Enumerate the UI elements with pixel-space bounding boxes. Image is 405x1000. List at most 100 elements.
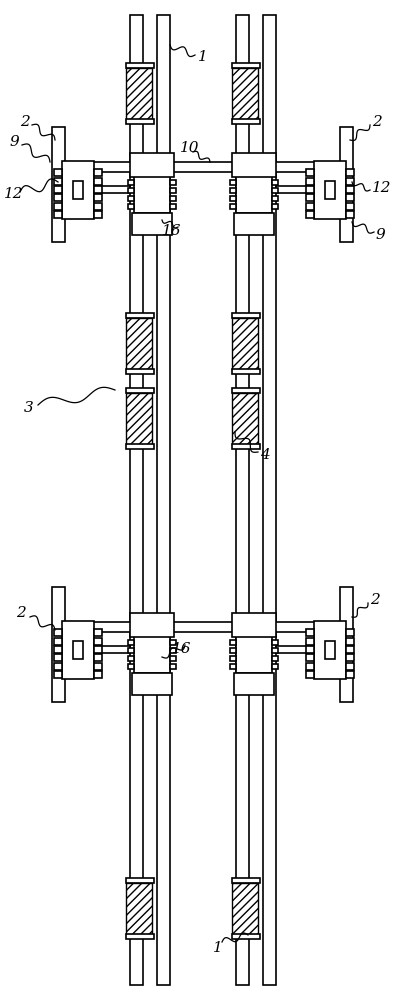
Bar bbox=[170, 188, 175, 193]
Bar bbox=[128, 196, 134, 201]
Bar bbox=[230, 204, 235, 209]
Text: 12: 12 bbox=[4, 187, 23, 201]
Bar bbox=[233, 213, 273, 235]
Text: 9: 9 bbox=[10, 135, 20, 149]
Bar bbox=[339, 186, 345, 193]
Bar bbox=[231, 63, 259, 68]
Bar bbox=[126, 63, 153, 68]
Bar bbox=[126, 393, 151, 445]
Bar bbox=[130, 153, 174, 177]
Bar bbox=[345, 663, 353, 670]
Bar bbox=[170, 640, 175, 645]
Bar bbox=[305, 638, 313, 645]
Bar bbox=[170, 180, 175, 185]
Text: 4: 4 bbox=[259, 448, 269, 462]
Text: 1: 1 bbox=[198, 50, 207, 64]
Bar bbox=[88, 162, 319, 172]
Bar bbox=[128, 640, 134, 645]
Bar bbox=[345, 629, 353, 636]
Bar bbox=[126, 878, 153, 883]
Bar bbox=[88, 622, 319, 632]
Bar bbox=[339, 127, 352, 242]
Bar bbox=[126, 369, 153, 374]
Bar bbox=[157, 15, 170, 985]
Bar bbox=[313, 621, 345, 679]
Bar bbox=[170, 204, 175, 209]
Bar bbox=[52, 587, 65, 702]
Bar bbox=[345, 654, 353, 661]
Bar bbox=[128, 204, 134, 209]
Bar bbox=[54, 194, 62, 201]
Bar bbox=[305, 186, 313, 193]
Bar bbox=[128, 648, 134, 653]
Bar bbox=[94, 194, 102, 201]
Bar bbox=[305, 654, 313, 661]
Bar bbox=[126, 318, 151, 370]
Bar bbox=[235, 635, 271, 673]
Bar bbox=[345, 178, 353, 185]
Bar bbox=[231, 68, 257, 120]
Bar bbox=[126, 883, 151, 935]
Bar bbox=[271, 640, 277, 645]
Bar bbox=[130, 613, 174, 637]
Bar bbox=[231, 613, 275, 637]
Bar bbox=[132, 213, 172, 235]
Bar bbox=[339, 587, 352, 702]
Bar bbox=[62, 621, 94, 679]
Bar bbox=[62, 646, 65, 653]
Bar bbox=[339, 646, 345, 653]
Bar bbox=[94, 654, 102, 661]
Bar bbox=[134, 175, 170, 213]
Bar bbox=[62, 161, 94, 219]
Bar bbox=[94, 663, 102, 670]
Bar bbox=[230, 648, 235, 653]
Bar bbox=[94, 186, 102, 193]
Bar bbox=[94, 186, 130, 193]
Bar bbox=[305, 671, 313, 678]
Bar bbox=[94, 629, 102, 636]
Bar bbox=[94, 646, 102, 653]
Text: 2: 2 bbox=[371, 115, 381, 129]
Bar bbox=[271, 188, 277, 193]
Bar bbox=[128, 188, 134, 193]
Text: 9: 9 bbox=[375, 228, 385, 242]
Bar bbox=[345, 194, 353, 201]
Bar bbox=[52, 127, 65, 242]
Bar bbox=[345, 671, 353, 678]
Bar bbox=[94, 671, 102, 678]
Bar bbox=[305, 169, 313, 176]
Bar bbox=[345, 203, 353, 210]
Bar bbox=[231, 393, 257, 445]
Bar bbox=[235, 15, 248, 985]
Bar bbox=[324, 181, 334, 199]
Bar bbox=[126, 388, 153, 393]
Text: 2: 2 bbox=[16, 606, 26, 620]
Text: 3: 3 bbox=[24, 401, 34, 415]
Bar bbox=[271, 656, 277, 661]
Bar bbox=[170, 648, 175, 653]
Bar bbox=[54, 663, 62, 670]
Bar bbox=[305, 211, 313, 218]
Bar bbox=[262, 15, 275, 985]
Bar bbox=[170, 664, 175, 669]
Bar bbox=[94, 638, 102, 645]
Bar bbox=[230, 664, 235, 669]
Bar bbox=[313, 161, 345, 219]
Bar bbox=[305, 663, 313, 670]
Bar bbox=[271, 180, 277, 185]
Bar bbox=[130, 15, 143, 985]
Bar bbox=[94, 169, 102, 176]
Bar bbox=[235, 175, 271, 213]
Bar bbox=[305, 194, 313, 201]
Bar bbox=[54, 654, 62, 661]
Text: 1: 1 bbox=[213, 941, 222, 955]
Bar bbox=[62, 186, 65, 193]
Bar bbox=[73, 181, 83, 199]
Bar bbox=[94, 211, 102, 218]
Bar bbox=[94, 178, 102, 185]
Bar bbox=[345, 638, 353, 645]
Bar bbox=[126, 68, 151, 120]
Bar bbox=[305, 629, 313, 636]
Bar bbox=[271, 648, 277, 653]
Bar bbox=[345, 169, 353, 176]
